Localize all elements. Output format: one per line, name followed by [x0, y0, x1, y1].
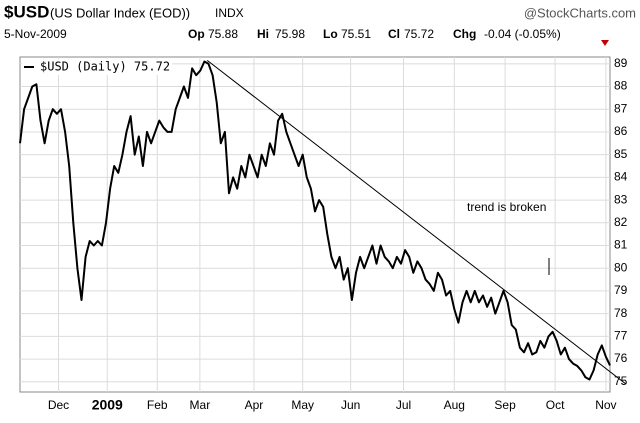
- y-tick-label: 85: [614, 147, 628, 161]
- close-label: Cl: [388, 27, 400, 41]
- y-tick-label: 77: [614, 329, 628, 343]
- down-arrow: [601, 40, 609, 46]
- y-tick-label: 80: [614, 260, 628, 274]
- low-label: Lo: [323, 27, 338, 41]
- description: (US Dollar Index (EOD)): [50, 5, 190, 20]
- y-tick-label: 84: [614, 170, 628, 184]
- x-tick-label: Dec: [48, 398, 69, 412]
- x-tick-label: Apr: [245, 398, 264, 412]
- open-label: Op: [188, 27, 205, 41]
- symbol: $USD: [4, 2, 49, 21]
- high-label: Hi: [257, 27, 269, 41]
- y-tick-label: 83: [614, 192, 628, 206]
- legend-label: $USD (Daily) 75.72: [40, 60, 170, 74]
- x-tick-label: Aug: [444, 398, 465, 412]
- date: 5-Nov-2009: [4, 27, 67, 41]
- y-tick-label: 88: [614, 79, 628, 93]
- annotation: trend is broken: [467, 200, 546, 214]
- x-tick-label: Jun: [341, 398, 360, 412]
- x-tick-label: Mar: [190, 398, 211, 412]
- exchange: INDX: [215, 6, 244, 20]
- plot-frame: [19, 56, 611, 393]
- legend-bg: [22, 59, 172, 75]
- x-tick-label: Sep: [494, 398, 516, 412]
- x-tick-label: 2009: [92, 397, 123, 413]
- x-tick-label: Feb: [147, 398, 168, 412]
- y-tick-label: 78: [614, 306, 628, 320]
- x-tick-label: Oct: [546, 398, 565, 412]
- x-tick-label: May: [291, 398, 314, 412]
- price-line: [19, 60, 611, 381]
- low: 75.51: [341, 27, 371, 41]
- change: -0.04 (-0.05%): [484, 27, 561, 41]
- high: 75.98: [275, 27, 305, 41]
- y-tick-label: 82: [614, 215, 628, 229]
- x-tick-label: Nov: [595, 398, 616, 412]
- y-tick-label: 89: [614, 56, 628, 70]
- source: @StockCharts.com: [524, 5, 636, 20]
- y-tick-label: 86: [614, 124, 628, 138]
- y-tick-label: 87: [614, 101, 628, 115]
- open: 75.88: [208, 27, 238, 41]
- trend-line: [206, 60, 627, 385]
- y-tick-label: 76: [614, 351, 628, 365]
- x-tick-label: Jul: [396, 398, 411, 412]
- close: 75.72: [404, 27, 434, 41]
- y-tick-label: 79: [614, 283, 628, 297]
- change-label: Chg: [453, 27, 476, 41]
- y-tick-label: 81: [614, 238, 628, 252]
